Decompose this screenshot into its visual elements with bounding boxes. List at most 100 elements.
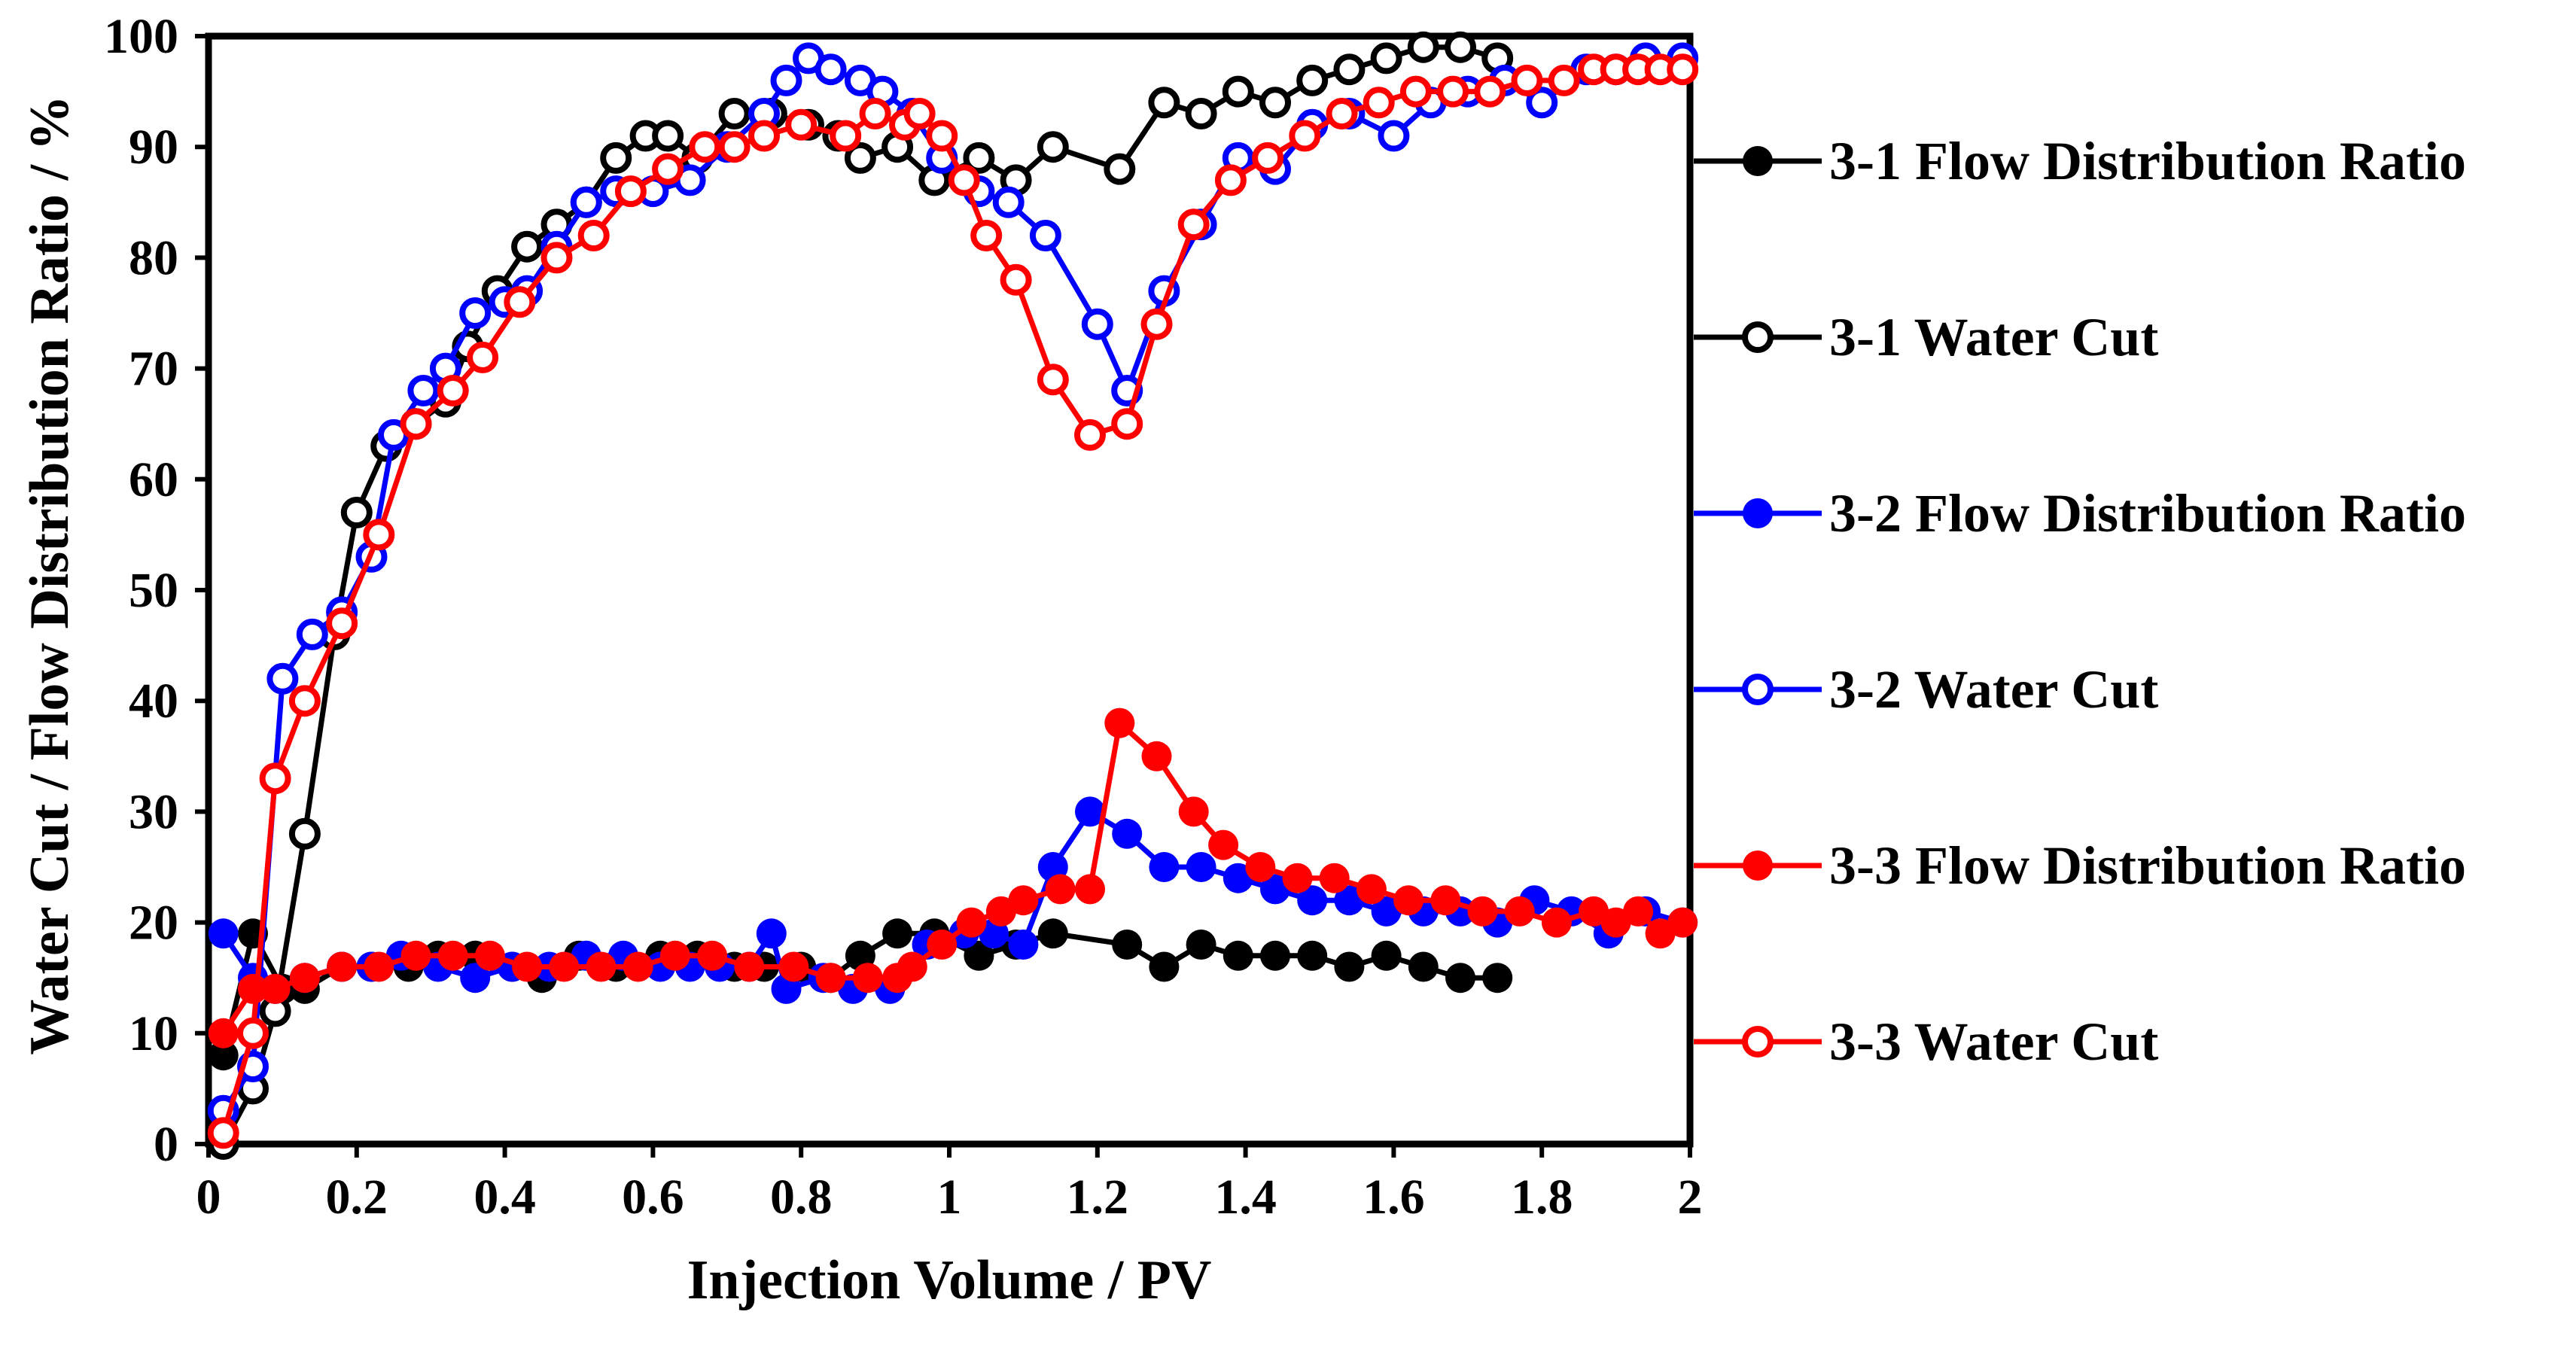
data-point (208, 1018, 239, 1048)
data-point (926, 120, 958, 152)
data-point (1104, 153, 1136, 185)
legend-item-3-3-flow-distribution-ratio: 3-3 Flow Distribution Ratio (1694, 835, 2466, 896)
data-point (327, 951, 358, 982)
data-point (540, 242, 573, 274)
data-point (577, 220, 610, 251)
data-point (1408, 951, 1439, 982)
data-point (549, 951, 580, 982)
data-point (1430, 885, 1461, 916)
data-point (1399, 75, 1432, 108)
data-point (363, 519, 395, 551)
data-point (1008, 885, 1039, 916)
data-point (1177, 208, 1210, 241)
data-point (1112, 818, 1143, 849)
data-point (1008, 930, 1039, 960)
y-tick-label: 70 (129, 342, 178, 397)
data-point (207, 1117, 239, 1149)
data-point (1029, 220, 1061, 251)
data-point (1548, 64, 1580, 96)
x-tick-label: 0.4 (473, 1170, 536, 1225)
data-point (1296, 64, 1329, 96)
legend-marker (1742, 674, 1774, 705)
data-point (407, 375, 440, 406)
data-point (852, 963, 883, 994)
x-tick-label: 1.8 (1511, 1170, 1573, 1225)
data-point (748, 120, 780, 152)
data-point (600, 141, 632, 174)
x-tick-label: 1.4 (1214, 1170, 1277, 1225)
data-point (1407, 31, 1439, 63)
data-point (778, 951, 809, 982)
data-point (1467, 896, 1498, 927)
data-point (1037, 131, 1069, 163)
data-point (1393, 885, 1424, 916)
x-tick-label: 0 (196, 1170, 221, 1225)
legend-marker (1742, 1026, 1774, 1057)
data-point (400, 940, 431, 971)
y-tick-label: 80 (129, 230, 178, 285)
data-point (237, 1017, 269, 1049)
data-point (289, 963, 320, 994)
data-point (956, 907, 987, 938)
legend-label: 3-3 Flow Distribution Ratio (1829, 835, 2466, 896)
plot-area: 0 0.2 0.4 0.6 0.8 1 1.2 1.4 1.6 1.8 20102030405060… (19, 9, 1703, 1311)
data-point (844, 141, 876, 174)
data-point (1140, 308, 1173, 340)
legend-label: 3-3 Water Cut (1829, 1012, 2158, 1072)
data-point (1045, 874, 1076, 905)
data-point (1260, 874, 1290, 905)
data-point (511, 230, 544, 263)
data-point (659, 940, 690, 971)
data-point (296, 618, 328, 650)
data-point (586, 951, 617, 982)
data-point (948, 164, 980, 196)
data-point (1334, 885, 1365, 916)
data-point (1326, 98, 1358, 129)
data-point (1526, 87, 1558, 119)
data-point (1297, 940, 1328, 971)
data-point (1245, 852, 1276, 882)
data-point (1104, 707, 1135, 738)
legend-label: 3-1 Water Cut (1829, 307, 2158, 367)
legend-item-3-1-water-cut: 3-1 Water Cut (1694, 307, 2158, 367)
data-point (1186, 852, 1216, 882)
series-3-3-water-cut (207, 53, 1699, 1149)
data-point (400, 408, 432, 440)
data-point (964, 940, 994, 971)
data-point (1363, 87, 1395, 119)
x-tick-label: 1.2 (1067, 1170, 1129, 1225)
legend-item-3-1-flow-distribution-ratio: 3-1 Flow Distribution Ratio (1694, 131, 2466, 191)
y-tick-label: 20 (129, 896, 178, 951)
data-point (697, 940, 728, 971)
data-point (1000, 263, 1032, 296)
data-point (1378, 120, 1410, 152)
data-point (288, 817, 321, 850)
data-point (1112, 930, 1143, 960)
data-point (364, 951, 394, 982)
x-tick-label: 1.6 (1363, 1170, 1425, 1225)
data-point (1445, 963, 1475, 994)
data-point (1504, 896, 1535, 927)
legend-item-3-2-water-cut: 3-2 Water Cut (1694, 659, 2158, 720)
y-tick-label: 40 (129, 674, 178, 729)
series-3-3-flow-distribution-ratio (208, 707, 1698, 1048)
data-point (689, 131, 721, 163)
legend-label: 3-2 Water Cut (1829, 659, 2158, 720)
data-point (208, 918, 239, 949)
data-point (970, 220, 1003, 251)
data-point (1371, 940, 1402, 971)
data-point (652, 153, 684, 185)
data-point (1223, 940, 1253, 971)
x-axis-title: Injection Volume / PV (687, 1249, 1212, 1311)
data-point (512, 951, 543, 982)
data-point (1252, 141, 1284, 174)
y-tick-label: 50 (129, 563, 178, 618)
data-point (614, 175, 647, 208)
data-point (1645, 918, 1676, 949)
x-tick-label: 0.8 (770, 1170, 833, 1225)
data-point (815, 963, 846, 994)
data-point (437, 940, 468, 971)
data-point (1297, 885, 1328, 916)
data-point (985, 896, 1016, 927)
